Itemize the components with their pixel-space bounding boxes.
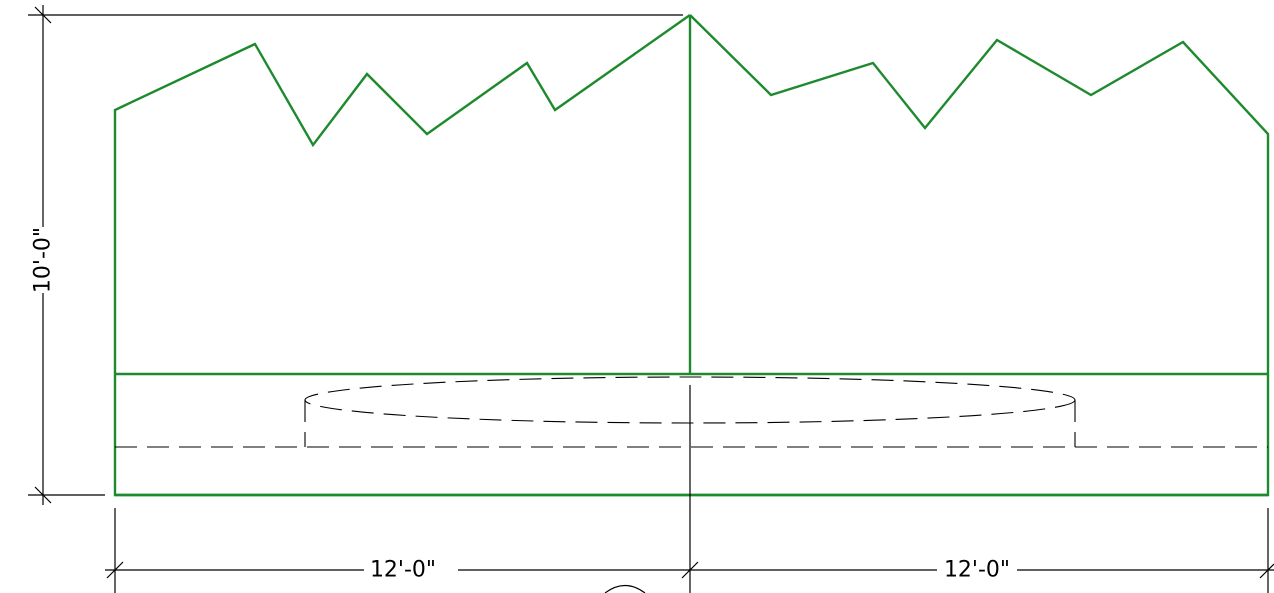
right-wall-outline: [689, 14, 1270, 497]
height-label-mask: [31, 227, 55, 293]
left-width-label-mask: [364, 559, 458, 581]
height-dimension-label: 10'-0": [31, 227, 56, 293]
tick-icon: [681, 561, 699, 579]
right-width-label-mask: [937, 559, 1017, 581]
right-width-dimension-label: 12'-0": [944, 558, 1010, 583]
tick-icon: [1259, 563, 1274, 579]
section-marker-arc: [604, 584, 646, 593]
left-width-dimension-label: 12'-0": [370, 558, 436, 583]
tick-icon: [34, 6, 52, 24]
tick-icon: [106, 561, 124, 579]
left-wall-outline: [113, 14, 691, 497]
tick-icon: [34, 486, 52, 504]
